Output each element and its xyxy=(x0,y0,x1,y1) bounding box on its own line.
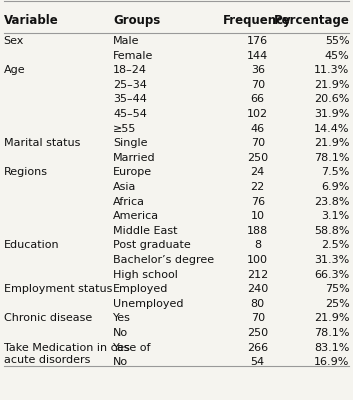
Text: 24: 24 xyxy=(251,167,265,177)
Text: Post graduate: Post graduate xyxy=(113,240,191,250)
Text: High school: High school xyxy=(113,270,178,280)
Text: 76: 76 xyxy=(251,196,265,206)
Text: 22: 22 xyxy=(251,182,265,192)
Text: Marital status: Marital status xyxy=(4,138,80,148)
Text: 6.9%: 6.9% xyxy=(321,182,349,192)
Text: 31.3%: 31.3% xyxy=(314,255,349,265)
Text: Sex: Sex xyxy=(4,36,24,46)
Text: 10: 10 xyxy=(251,211,265,221)
Text: 78.1%: 78.1% xyxy=(314,328,349,338)
Text: Unemployed: Unemployed xyxy=(113,299,184,309)
Text: 7.5%: 7.5% xyxy=(321,167,349,177)
Text: 66: 66 xyxy=(251,94,265,104)
Text: Take Medication in case of: Take Medication in case of xyxy=(4,342,150,352)
Text: 75%: 75% xyxy=(325,284,349,294)
Text: Bachelor’s degree: Bachelor’s degree xyxy=(113,255,214,265)
Text: Yes: Yes xyxy=(113,342,131,352)
Text: Male: Male xyxy=(113,36,139,46)
Text: Single: Single xyxy=(113,138,148,148)
Text: 25–34: 25–34 xyxy=(113,80,147,90)
Text: Middle East: Middle East xyxy=(113,226,178,236)
Text: 102: 102 xyxy=(247,109,268,119)
Text: 83.1%: 83.1% xyxy=(314,342,349,352)
Text: 55%: 55% xyxy=(325,36,349,46)
Text: 176: 176 xyxy=(247,36,268,46)
Text: 100: 100 xyxy=(247,255,268,265)
Text: 2.5%: 2.5% xyxy=(321,240,349,250)
Text: 58.8%: 58.8% xyxy=(314,226,349,236)
Text: No: No xyxy=(113,328,128,338)
Text: Yes: Yes xyxy=(113,313,131,323)
Text: 25%: 25% xyxy=(325,299,349,309)
Text: Employed: Employed xyxy=(113,284,168,294)
Text: 21.9%: 21.9% xyxy=(314,80,349,90)
Text: 45–54: 45–54 xyxy=(113,109,147,119)
Text: America: America xyxy=(113,211,159,221)
Text: 240: 240 xyxy=(247,284,268,294)
Text: Africa: Africa xyxy=(113,196,145,206)
Text: Age: Age xyxy=(4,65,25,75)
Text: 250: 250 xyxy=(247,328,268,338)
Text: 21.9%: 21.9% xyxy=(314,313,349,323)
Text: 266: 266 xyxy=(247,342,268,352)
Text: 46: 46 xyxy=(251,124,265,134)
Text: 70: 70 xyxy=(251,80,265,90)
Text: No: No xyxy=(113,357,128,367)
Text: Female: Female xyxy=(113,50,153,60)
Text: 54: 54 xyxy=(251,357,265,367)
Text: 212: 212 xyxy=(247,270,268,280)
Text: 16.9%: 16.9% xyxy=(314,357,349,367)
Text: 80: 80 xyxy=(251,299,265,309)
Text: 70: 70 xyxy=(251,138,265,148)
Text: Employment status: Employment status xyxy=(4,284,112,294)
Text: 21.9%: 21.9% xyxy=(314,138,349,148)
Text: 18–24: 18–24 xyxy=(113,65,147,75)
Text: 31.9%: 31.9% xyxy=(314,109,349,119)
Text: Regions: Regions xyxy=(4,167,48,177)
Text: 45%: 45% xyxy=(325,50,349,60)
Text: 11.3%: 11.3% xyxy=(314,65,349,75)
Text: 23.8%: 23.8% xyxy=(314,196,349,206)
Text: Groups: Groups xyxy=(113,14,160,27)
Text: Europe: Europe xyxy=(113,167,152,177)
Text: Frequency: Frequency xyxy=(223,14,292,27)
Text: Asia: Asia xyxy=(113,182,136,192)
Text: 20.6%: 20.6% xyxy=(314,94,349,104)
Text: Married: Married xyxy=(113,153,156,163)
Text: 144: 144 xyxy=(247,50,268,60)
Text: 3.1%: 3.1% xyxy=(321,211,349,221)
Text: 70: 70 xyxy=(251,313,265,323)
Text: 8: 8 xyxy=(254,240,261,250)
Text: Variable: Variable xyxy=(4,14,58,27)
Text: 188: 188 xyxy=(247,226,268,236)
Text: ≥55: ≥55 xyxy=(113,124,136,134)
Text: 250: 250 xyxy=(247,153,268,163)
Text: Percentage: Percentage xyxy=(274,14,349,27)
Text: 36: 36 xyxy=(251,65,265,75)
Text: 66.3%: 66.3% xyxy=(314,270,349,280)
Text: Education: Education xyxy=(4,240,59,250)
Text: Chronic disease: Chronic disease xyxy=(4,313,92,323)
Text: 14.4%: 14.4% xyxy=(314,124,349,134)
Text: 78.1%: 78.1% xyxy=(314,153,349,163)
Text: 35–44: 35–44 xyxy=(113,94,147,104)
Text: acute disorders: acute disorders xyxy=(4,355,90,365)
